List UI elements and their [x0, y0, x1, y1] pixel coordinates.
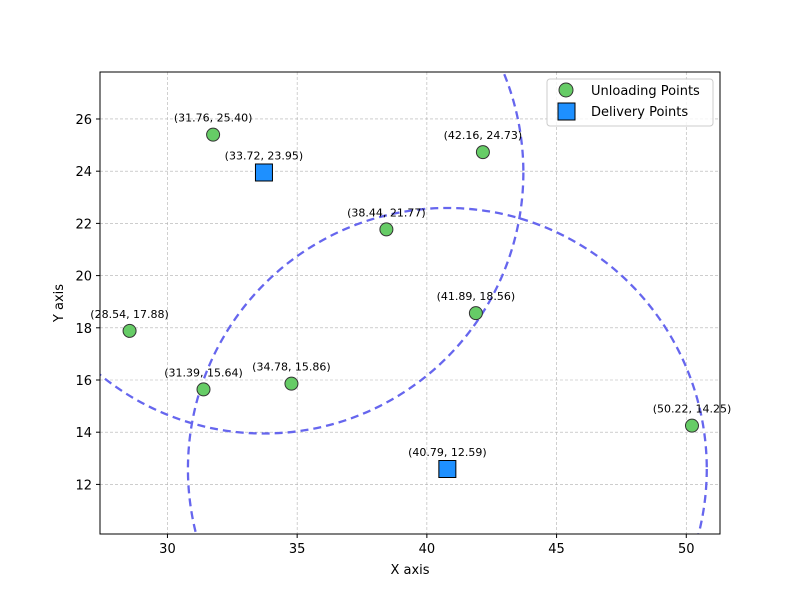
legend-delivery-marker	[557, 102, 576, 121]
unloading-point-label: (50.22, 14.25)	[653, 403, 732, 416]
y-tick-label: 14	[75, 426, 92, 441]
unloading-point-label: (28.54, 17.88)	[90, 308, 169, 321]
legend-box	[546, 78, 714, 127]
unloading-point	[196, 382, 211, 397]
unloading-point	[206, 127, 221, 142]
legend-delivery-label: Delivery Points	[591, 105, 688, 120]
unloading-point	[122, 323, 137, 338]
unloading-point-label: (31.39, 15.64)	[164, 366, 243, 379]
unloading-point	[475, 145, 490, 160]
unloading-point-label: (38.44, 21.77)	[347, 206, 426, 219]
plot-frame	[99, 71, 721, 535]
x-tick-label: 40	[419, 542, 436, 557]
point-labels: (31.76, 25.40) (42.16, 24.73) (38.44, 21.7…	[90, 112, 731, 459]
unloading-point	[379, 222, 394, 237]
unloading-point-label: (31.76, 25.40)	[174, 112, 253, 125]
range-circle	[186, 206, 708, 534]
x-axis-label: X axis	[390, 563, 429, 578]
y-tick-label: 24	[75, 165, 92, 180]
delivery-point-label: (40.79, 12.59)	[408, 446, 487, 459]
unloading-point-label: (41.89, 18.56)	[437, 290, 516, 303]
x-tick-label: 35	[289, 542, 306, 557]
delivery-point	[438, 460, 457, 479]
x-tick-label: 30	[159, 542, 176, 557]
x-tick-label: 45	[548, 542, 565, 557]
y-tick-label: 20	[75, 270, 92, 285]
delivery-point	[254, 163, 273, 182]
axis-ticks: 30 35 40 45 50 12 14 16 18 20 22 24 26	[75, 113, 694, 557]
range-circles	[100, 72, 708, 534]
y-axis-label: Y axis	[52, 284, 67, 323]
range-circle	[100, 72, 525, 435]
unloading-point	[284, 376, 299, 391]
legend-unloading-marker	[558, 82, 574, 98]
data-points	[122, 127, 699, 479]
unloading-point	[468, 306, 483, 321]
y-tick-label: 18	[75, 322, 92, 337]
unloading-point	[684, 418, 699, 433]
y-tick-label: 16	[75, 374, 92, 389]
unloading-point-label: (34.78, 15.86)	[252, 361, 331, 374]
x-tick-label: 50	[678, 542, 695, 557]
delivery-point-label: (33.72, 23.95)	[225, 149, 304, 162]
legend: Unloading Points Delivery Points	[546, 78, 714, 127]
unloading-point-label: (42.16, 24.73)	[444, 129, 523, 142]
y-tick-label: 22	[75, 217, 92, 232]
y-tick-label: 26	[75, 113, 92, 128]
legend-unloading-label: Unloading Points	[591, 84, 700, 99]
y-tick-label: 12	[75, 478, 92, 493]
